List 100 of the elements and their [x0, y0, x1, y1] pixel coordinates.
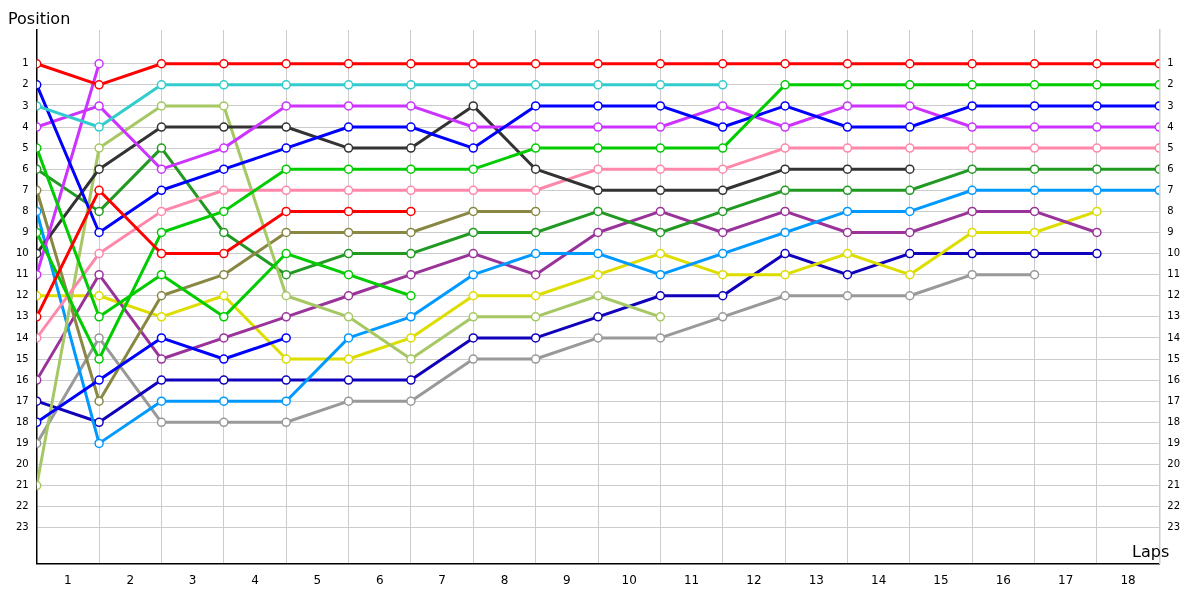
point	[406, 248, 416, 259]
x-tick-label: 2	[126, 572, 135, 587]
point	[468, 122, 479, 132]
point	[156, 143, 167, 153]
point	[406, 375, 416, 385]
y2-tick-label: 4	[1167, 120, 1174, 132]
x-tick-label: 15	[933, 572, 949, 587]
point	[717, 312, 728, 322]
point	[156, 80, 167, 90]
point	[406, 354, 416, 364]
point	[905, 59, 915, 69]
point	[905, 164, 915, 174]
point	[468, 164, 479, 174]
point	[530, 80, 541, 90]
y-tick-label: 21	[15, 479, 29, 491]
point	[1092, 122, 1102, 132]
point	[717, 59, 728, 69]
x-tick-label: 4	[251, 572, 259, 587]
point	[780, 122, 790, 132]
point	[905, 80, 915, 90]
point	[530, 164, 541, 174]
y2-tick-label: 22	[1167, 500, 1181, 512]
point	[717, 206, 728, 217]
point	[1092, 248, 1102, 259]
point	[281, 354, 291, 364]
point	[967, 80, 977, 90]
point	[842, 122, 853, 132]
y2-tick-label: 21	[1167, 479, 1181, 491]
y-tick-label: 6	[22, 162, 29, 174]
point	[593, 185, 603, 196]
x-tick-label: 13	[808, 572, 824, 587]
point	[1029, 185, 1040, 196]
point	[717, 164, 728, 174]
point	[219, 101, 229, 111]
y-tick-label: 17	[15, 394, 29, 406]
point	[655, 143, 666, 153]
y-tick-label: 4	[22, 120, 29, 132]
x-tick-label: 14	[871, 572, 887, 587]
y-tick-label: 15	[15, 352, 29, 364]
point	[593, 291, 603, 301]
point	[281, 80, 291, 90]
point	[281, 375, 291, 385]
point	[343, 122, 354, 132]
point	[967, 59, 977, 69]
point	[343, 375, 354, 385]
point	[219, 312, 229, 322]
point	[343, 59, 354, 69]
point	[1029, 80, 1040, 90]
point	[530, 248, 541, 259]
point	[468, 248, 479, 259]
y2-tick-label: 18	[1167, 415, 1181, 427]
y2-tick-label: 9	[1167, 226, 1174, 238]
point	[655, 59, 666, 69]
point	[406, 396, 416, 406]
point	[219, 164, 229, 174]
y2-tick-label: 13	[1167, 310, 1181, 322]
y-tick-label: 23	[15, 521, 29, 533]
point	[530, 143, 541, 153]
point	[94, 312, 104, 322]
y2-tick-label: 10	[1167, 247, 1181, 259]
point	[281, 101, 291, 111]
point	[717, 248, 728, 259]
point	[967, 122, 977, 132]
point	[780, 248, 790, 259]
point	[468, 333, 479, 343]
point	[1029, 206, 1040, 217]
point	[967, 185, 977, 196]
point	[717, 101, 728, 111]
point	[780, 164, 790, 174]
point	[655, 291, 666, 301]
point	[219, 227, 229, 238]
point	[343, 248, 354, 259]
point	[156, 206, 167, 217]
point	[156, 164, 167, 174]
point	[406, 269, 416, 280]
y-axis-title: Position	[8, 9, 71, 29]
y-tick-label: 16	[15, 373, 29, 385]
x-tick-label: 9	[563, 572, 571, 587]
point	[842, 101, 853, 111]
point	[905, 248, 915, 259]
point	[281, 248, 291, 259]
point	[281, 122, 291, 132]
point	[967, 248, 977, 259]
point	[94, 269, 104, 280]
point	[406, 80, 416, 90]
point	[156, 185, 167, 196]
point	[842, 143, 853, 153]
point	[281, 59, 291, 69]
y2-tick-label: 11	[1167, 268, 1181, 280]
x-tick-label: 12	[746, 572, 762, 587]
point	[905, 101, 915, 111]
point	[530, 185, 541, 196]
x-tick-label: 7	[438, 572, 446, 587]
point	[1029, 248, 1040, 259]
point	[94, 206, 104, 217]
y-tick-label: 3	[22, 99, 29, 111]
point	[219, 80, 229, 90]
y-tick-label: 20	[15, 458, 29, 470]
point	[530, 101, 541, 111]
point	[156, 269, 167, 280]
